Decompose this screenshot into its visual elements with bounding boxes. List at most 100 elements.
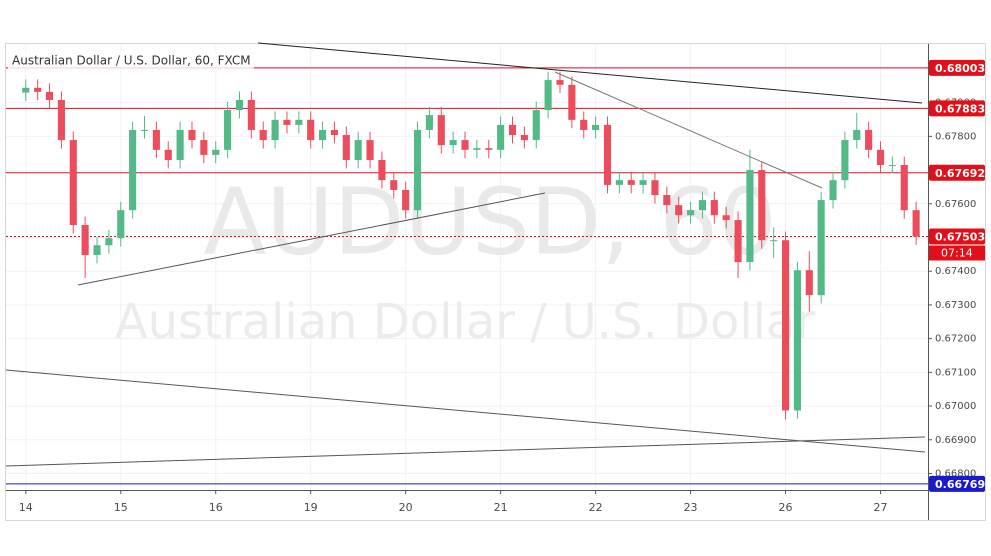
- candle-body: [105, 238, 113, 246]
- candle-body: [259, 129, 267, 141]
- candle-body: [235, 99, 244, 111]
- countdown-bg: [929, 245, 985, 261]
- price-label: 0.66769: [935, 478, 985, 491]
- price-label-bg: [929, 100, 985, 117]
- candle-body: [746, 170, 754, 263]
- candle-body: [45, 91, 54, 100]
- candle-body: [390, 180, 398, 190]
- x-tick-label: 14: [19, 501, 33, 514]
- y-tick-label: 0.67300: [935, 300, 976, 311]
- x-tick-label: 26: [779, 501, 793, 514]
- candle-body: [224, 110, 232, 150]
- axes: 0.66800 0.66900 0.67000 0.67100 0.67200 0.673…: [19, 59, 985, 514]
- candle-body: [188, 129, 196, 141]
- candle-body: [200, 140, 208, 155]
- y-tick-label: 0.66900: [935, 435, 976, 446]
- candle-body: [603, 124, 612, 185]
- candle-body: [568, 84, 576, 120]
- candle-body: [295, 119, 303, 125]
- candle-body: [508, 124, 517, 136]
- price-label: 0.67692: [935, 167, 985, 180]
- candle-body: [247, 99, 255, 130]
- candle-body: [117, 210, 125, 239]
- candle-body: [461, 140, 469, 150]
- candle-body: [81, 225, 89, 256]
- x-tick-label: 19: [304, 501, 318, 514]
- candle-body: [449, 140, 457, 146]
- candle-body: [675, 205, 683, 216]
- candle-body: [592, 124, 600, 130]
- candle-body: [164, 149, 172, 160]
- x-tick-label: 21: [494, 501, 508, 514]
- candle-body: [22, 87, 30, 93]
- candle-body: [710, 200, 718, 216]
- countdown: 07:14: [941, 246, 973, 259]
- candle-body: [639, 180, 647, 185]
- candle-body: [865, 129, 873, 150]
- candle-body: [69, 140, 77, 226]
- candle-body: [544, 80, 552, 111]
- candle-body: [437, 115, 445, 146]
- candle-body: [93, 245, 101, 256]
- candle-body: [413, 129, 422, 211]
- price-label: 0.67883: [935, 102, 985, 115]
- candle-body: [876, 149, 885, 166]
- candle-body: [841, 140, 849, 181]
- candle-body: [698, 200, 707, 211]
- candles: [22, 71, 920, 420]
- candle-body: [817, 200, 825, 296]
- price-label-bg: [929, 164, 985, 181]
- trend-lines: [5, 42, 926, 467]
- candle-body: [212, 149, 220, 155]
- y-tick-label: 0.67600: [935, 199, 976, 210]
- candle-body: [805, 270, 813, 296]
- y-tick-label: 0.66800: [935, 468, 976, 479]
- candle-body: [140, 129, 149, 131]
- candle-body: [342, 135, 350, 160]
- candle-body: [770, 240, 778, 242]
- candle-body: [651, 180, 659, 196]
- price-label: 0.67503: [935, 230, 985, 243]
- watermark-subtitle: Australian Dollar / U.S. Dollar: [115, 294, 816, 350]
- x-tick-label: 15: [114, 501, 128, 514]
- candle-body: [319, 129, 327, 141]
- candle-body: [485, 148, 493, 150]
- x-tick-label: 22: [589, 501, 603, 514]
- trend-line: [257, 42, 923, 104]
- candle-body: [176, 129, 184, 160]
- candle-body: [307, 119, 315, 141]
- x-tick-label: 27: [874, 501, 888, 514]
- candle-body: [330, 129, 338, 136]
- candle-body: [734, 219, 742, 263]
- candle-body: [402, 189, 410, 211]
- trend-line: [5, 436, 926, 467]
- candle-body: [497, 124, 505, 150]
- candle-body: [722, 215, 730, 220]
- candle-body: [687, 210, 695, 216]
- trend-line: [554, 71, 823, 189]
- y-tick-label: 0.67400: [935, 266, 976, 277]
- title-bg: [8, 52, 254, 69]
- price-label-bg: [929, 475, 985, 492]
- candle-body: [271, 119, 279, 141]
- candle-body: [615, 180, 623, 185]
- candle-body: [129, 129, 137, 211]
- candle-body: [627, 180, 635, 185]
- candle-body: [57, 99, 65, 141]
- candle-body: [829, 180, 837, 201]
- candle-body: [152, 129, 160, 150]
- candle-body: [793, 270, 801, 411]
- trend-line: [77, 192, 546, 286]
- chart-title: Australian Dollar / U.S. Dollar, 60, FXC…: [12, 54, 251, 68]
- x-tick-label: 23: [684, 501, 698, 514]
- candle-body: [378, 159, 386, 181]
- candle-body: [532, 110, 540, 141]
- candle-body: [580, 119, 588, 130]
- y-tick-label: 0.67200: [935, 334, 976, 345]
- watermark: AUDUSD, 60: [203, 168, 776, 275]
- candle-body: [781, 240, 790, 411]
- y-tick-label: 0.67000: [935, 401, 976, 412]
